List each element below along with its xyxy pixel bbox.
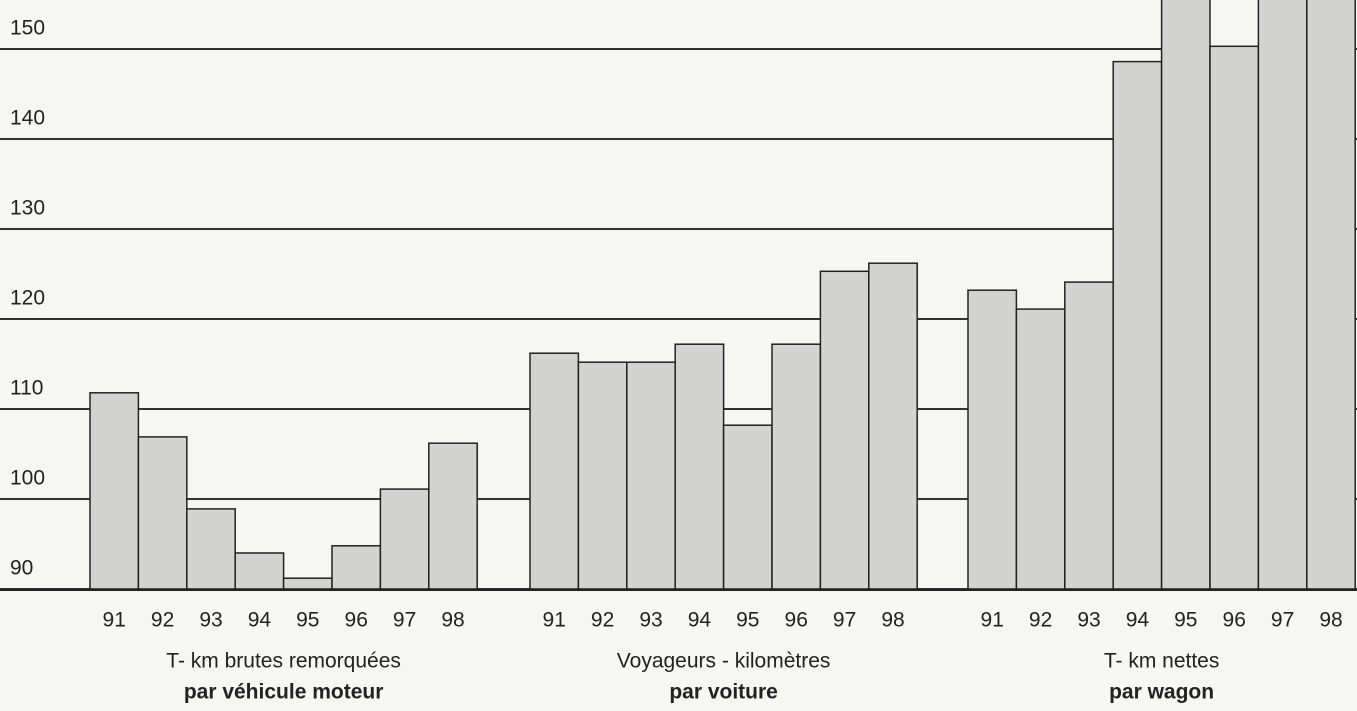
x-tick-label: 98 xyxy=(881,609,904,632)
group-label: T- km nettes xyxy=(1104,650,1220,673)
bars xyxy=(89,0,1356,590)
x-tick-label: 95 xyxy=(1174,609,1197,632)
bar xyxy=(379,488,430,590)
bar xyxy=(577,361,628,590)
y-tick-label: 90 xyxy=(10,557,33,580)
bar xyxy=(529,352,580,590)
bar xyxy=(1306,0,1356,590)
bar xyxy=(674,343,725,590)
bar xyxy=(331,545,382,590)
x-tick-label: 98 xyxy=(441,609,464,632)
x-tick-label: 97 xyxy=(1271,609,1294,632)
x-tick-label: 92 xyxy=(151,609,174,632)
bar xyxy=(137,436,188,590)
y-tick-label: 140 xyxy=(10,107,45,130)
x-tick-label: 92 xyxy=(591,609,614,632)
y-tick-label: 150 xyxy=(10,17,45,40)
y-tick-label: 120 xyxy=(10,287,45,310)
y-tick-label: 100 xyxy=(10,467,45,490)
bar xyxy=(771,343,822,590)
bar xyxy=(819,270,870,590)
bar xyxy=(1112,60,1163,590)
x-tick-label: 93 xyxy=(1077,609,1100,632)
bar xyxy=(626,361,676,590)
group-sublabel: par véhicule moteur xyxy=(184,681,384,704)
bar xyxy=(1015,308,1066,590)
x-tick-label: 91 xyxy=(543,609,566,632)
y-tick-label: 110 xyxy=(10,377,43,400)
bar xyxy=(868,262,918,590)
group-sublabel: par wagon xyxy=(1109,681,1214,704)
x-tick-label: 94 xyxy=(248,609,272,632)
bar xyxy=(1064,281,1114,590)
x-tick-label: 91 xyxy=(103,609,126,632)
bar xyxy=(722,424,773,590)
x-tick-label: 96 xyxy=(345,609,368,632)
x-tick-label: 93 xyxy=(199,609,222,632)
x-tick-label: 96 xyxy=(1223,609,1246,632)
x-tick-label: 94 xyxy=(1126,609,1150,632)
bar xyxy=(967,289,1018,590)
x-tick-label: 95 xyxy=(296,609,319,632)
x-tick-label: 97 xyxy=(393,609,416,632)
bar xyxy=(1160,0,1211,590)
x-tick-label: 95 xyxy=(736,609,759,632)
bar xyxy=(428,442,478,590)
bar xyxy=(1257,0,1308,590)
x-tick-label: 93 xyxy=(639,609,662,632)
bar xyxy=(234,552,285,590)
x-tick-label: 97 xyxy=(833,609,856,632)
group-sublabel: par voiture xyxy=(669,681,778,704)
x-tick-label: 98 xyxy=(1319,609,1342,632)
bar xyxy=(186,508,236,590)
group-label: Voyageurs - kilomètres xyxy=(617,650,831,673)
x-tick-label: 92 xyxy=(1029,609,1052,632)
x-tick-label: 96 xyxy=(785,609,808,632)
x-tick-label: 94 xyxy=(688,609,712,632)
bar xyxy=(1209,45,1260,590)
y-tick-label: 130 xyxy=(10,197,45,220)
group-label: T- km brutes remorquées xyxy=(166,650,401,673)
x-tick-label: 91 xyxy=(981,609,1004,632)
labels: 90 100 110 120 130 140 150 91 92 93 94 95 96 97 98 T- k… xyxy=(10,17,1343,704)
bar xyxy=(282,577,333,590)
bar xyxy=(89,392,140,590)
